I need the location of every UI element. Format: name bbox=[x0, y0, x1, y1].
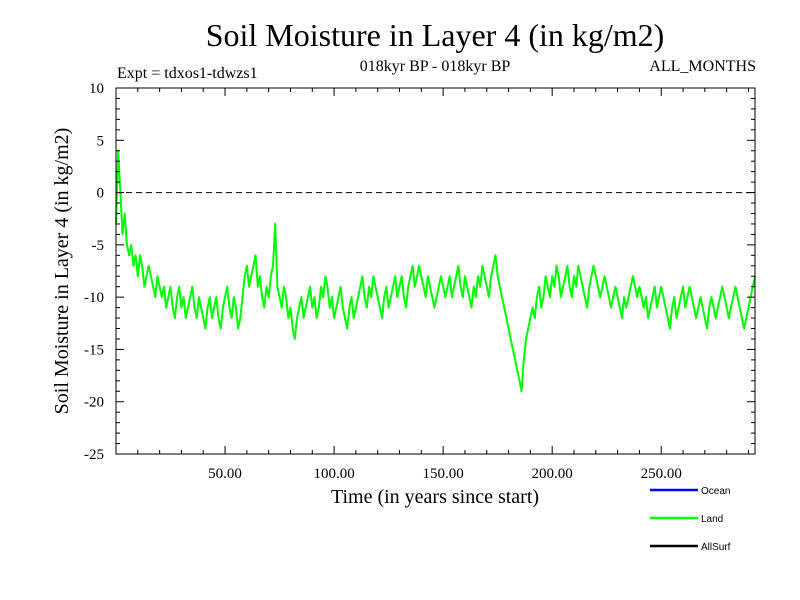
x-tick-label: 100.00 bbox=[313, 466, 354, 482]
chart-title: Soil Moisture in Layer 4 (in kg/m2) bbox=[206, 17, 665, 53]
x-tick-label: 150.00 bbox=[423, 466, 464, 482]
chart-subtitle-left: Expt = tdxos1-tdwzs1 bbox=[117, 65, 258, 82]
legend-label-ocean: Ocean bbox=[701, 486, 730, 497]
plot-frame bbox=[115, 87, 756, 455]
x-tick-label: 200.00 bbox=[532, 466, 573, 482]
y-tick-label: -10 bbox=[84, 290, 104, 306]
y-axis-label: Soil Moisture in Layer 4 (in kg/m2) bbox=[51, 128, 73, 415]
y-tick-label: 5 bbox=[97, 133, 105, 149]
legend: Ocean Land AllSurf bbox=[650, 486, 731, 553]
y-tick-label: -20 bbox=[84, 395, 104, 411]
x-tick-label: 50.00 bbox=[208, 466, 242, 482]
y-tick-label: -25 bbox=[84, 447, 104, 463]
plot-area: 10 5 0 -5 -10 -15 -20 -25 50.00 100.00 150.00 200.0… bbox=[84, 81, 756, 482]
legend-label-land: Land bbox=[701, 514, 723, 525]
x-axis-label: Time (in years since start) bbox=[331, 486, 539, 508]
series-line-land bbox=[115, 149, 756, 393]
y-tick-label: -15 bbox=[84, 342, 104, 358]
y-tick-label: -5 bbox=[92, 238, 105, 254]
y-tick-label: 10 bbox=[89, 81, 104, 97]
chart-subtitle-center: 018kyr BP - 018kyr BP bbox=[360, 58, 511, 75]
legend-label-allsurf: AllSurf bbox=[701, 542, 731, 553]
chart-subtitle-right: ALL_MONTHS bbox=[649, 58, 756, 75]
y-tick-label: 0 bbox=[97, 186, 105, 202]
x-tick-label: 250.00 bbox=[641, 466, 682, 482]
